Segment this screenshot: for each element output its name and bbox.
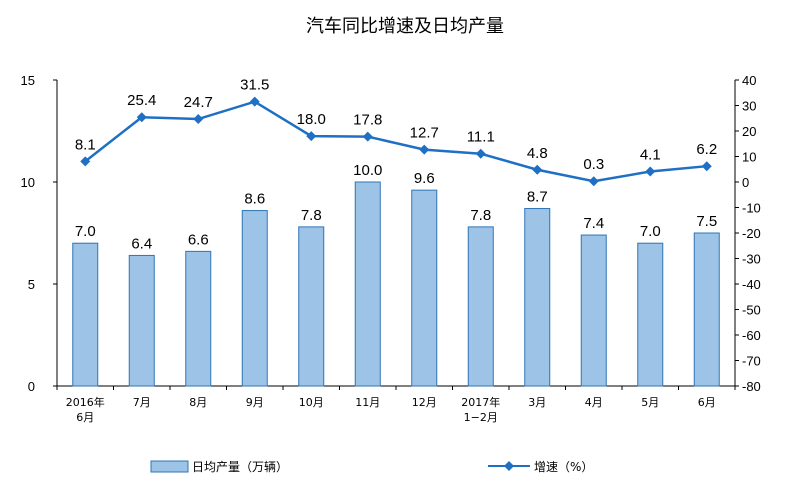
right-tick-label: -60	[742, 328, 761, 343]
right-tick-label: 30	[742, 99, 756, 114]
legend: 日均产量（万辆） 增速（%）	[150, 460, 593, 474]
line-value-label: 8.1	[75, 136, 96, 153]
left-tick-label: 0	[28, 379, 35, 394]
line-value-label: 4.1	[640, 147, 661, 164]
x-tick-label: 5月	[641, 396, 659, 409]
x-tick-label: 6月	[698, 396, 716, 409]
bar-value-label: 8.6	[244, 191, 265, 208]
legend-bar-label: 日均产量（万辆）	[192, 460, 288, 474]
x-tick-label: 9月	[246, 396, 264, 409]
line-value-label: 17.8	[353, 112, 382, 129]
x-tick-label: 2017年	[461, 395, 500, 409]
right-tick-label: -70	[742, 354, 761, 369]
bar	[241, 210, 268, 387]
bar-value-label: 10.0	[353, 162, 382, 179]
line-marker	[362, 131, 373, 142]
bar-series	[72, 181, 720, 387]
bar-value-label: 7.4	[583, 215, 604, 232]
line-value-label: 4.8	[527, 145, 548, 162]
x-tick-label: 12月	[412, 396, 437, 409]
right-tick-label: -10	[742, 201, 761, 216]
right-tick-label: 0	[742, 175, 749, 190]
right-tick-label: 20	[742, 124, 756, 139]
line-marker	[80, 156, 91, 167]
line-marker	[588, 176, 599, 187]
bar	[637, 242, 664, 387]
x-tick-label: 10月	[299, 396, 324, 409]
x-tick-label: 11月	[355, 396, 380, 409]
line-value-label: 0.3	[583, 156, 604, 173]
bar	[72, 242, 99, 387]
bar-value-label: 8.7	[527, 189, 548, 206]
x-tick-label: 8月	[189, 396, 207, 409]
legend-line-label: 增速（%）	[534, 460, 593, 474]
left-tick-label: 15	[21, 73, 35, 88]
bar	[411, 189, 438, 387]
bar	[524, 208, 551, 387]
left-tick-label: 5	[28, 277, 35, 292]
bar-value-label: 9.6	[414, 170, 435, 187]
line-marker	[136, 112, 147, 123]
line-value-label: 11.1	[467, 129, 495, 146]
bar-value-label: 7.0	[75, 223, 96, 240]
bar-value-label: 7.0	[640, 223, 661, 240]
bar-value-label: 7.8	[470, 207, 491, 224]
line-marker	[532, 164, 543, 175]
left-tick-label: 10	[21, 175, 35, 190]
right-tick-label: -30	[742, 252, 761, 267]
legend-bar-swatch	[150, 460, 189, 473]
line-value-label: 6.2	[696, 141, 717, 158]
bar-value-label: 7.5	[696, 213, 717, 230]
legend-line-marker	[504, 461, 514, 471]
right-tick-label: -50	[742, 303, 761, 318]
line-marker	[419, 144, 430, 155]
line-marker	[193, 114, 204, 125]
line-labels: 8.1 25.4 24.7 31.5 18.0 17.8 12.7 11.1 4.8 0.3 4.1…	[75, 77, 717, 174]
right-tick-label: -80	[742, 379, 761, 394]
line-value-label: 31.5	[240, 77, 269, 94]
line-marker	[306, 131, 317, 142]
right-tick-label: -20	[742, 226, 761, 241]
x-tick-label: 3月	[528, 396, 546, 409]
bar	[354, 181, 381, 387]
bar	[467, 226, 494, 387]
line-marker	[475, 148, 486, 159]
bar	[298, 226, 325, 387]
chart-title: 汽车同比增速及日均产量	[306, 16, 504, 37]
line-series	[80, 96, 712, 187]
line-marker	[701, 161, 712, 172]
category-labels: 2016年 6月 7月 8月 9月 10月 11月 12月 2017年 1−2月 3月 4月 5月 6月	[66, 395, 716, 424]
bar	[693, 232, 720, 387]
axes: 0 5 10 15 40 30 20 10 0 -10 -20 -30 -40 -50 -60 -70 -80	[21, 73, 761, 394]
right-tick-label: 10	[742, 150, 756, 165]
x-tick-label: 2016年	[66, 395, 105, 409]
line-value-label: 25.4	[127, 92, 156, 109]
line-value-label: 12.7	[410, 125, 439, 142]
line-path	[84, 100, 707, 183]
x-tick-label: 1−2月	[464, 411, 498, 424]
line-marker	[249, 96, 260, 107]
line-marker	[645, 166, 656, 177]
right-tick-label: 40	[742, 73, 756, 88]
line-value-label: 18.0	[297, 111, 326, 128]
bar-value-label: 6.4	[131, 235, 152, 252]
bar	[185, 250, 212, 387]
x-tick-label: 6月	[76, 411, 94, 424]
bar-labels: 7.0 6.4 6.6 8.6 7.8 10.0 9.6 7.8 8.7 7.4 7.0 7.5	[75, 162, 717, 252]
line-value-label: 24.7	[184, 94, 213, 111]
x-tick-label: 4月	[585, 396, 603, 409]
right-tick-label: -40	[742, 277, 761, 292]
bar-value-label: 7.8	[301, 207, 322, 224]
bar	[580, 234, 607, 387]
bar-value-label: 6.6	[188, 231, 209, 248]
x-tick-label: 7月	[133, 396, 151, 409]
bar	[128, 254, 155, 387]
